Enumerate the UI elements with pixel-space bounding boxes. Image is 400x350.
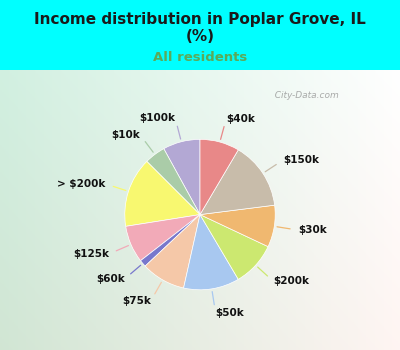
- Wedge shape: [200, 150, 275, 215]
- Text: $75k: $75k: [122, 296, 151, 306]
- Text: $50k: $50k: [216, 308, 244, 318]
- Wedge shape: [125, 161, 200, 226]
- Wedge shape: [200, 205, 275, 247]
- Text: $60k: $60k: [96, 274, 124, 284]
- Text: $30k: $30k: [298, 225, 327, 235]
- Wedge shape: [140, 215, 200, 266]
- Wedge shape: [184, 215, 238, 290]
- Wedge shape: [126, 215, 200, 261]
- Text: > $200k: > $200k: [57, 179, 106, 189]
- Wedge shape: [145, 215, 200, 288]
- Text: Income distribution in Poplar Grove, IL
(%): Income distribution in Poplar Grove, IL …: [34, 12, 366, 44]
- Wedge shape: [200, 139, 238, 215]
- Wedge shape: [200, 215, 268, 279]
- Text: $10k: $10k: [112, 130, 140, 140]
- Text: All residents: All residents: [153, 51, 247, 64]
- Text: $125k: $125k: [73, 249, 109, 259]
- Text: $100k: $100k: [139, 113, 175, 124]
- Text: $40k: $40k: [226, 114, 255, 124]
- Text: $150k: $150k: [283, 155, 319, 165]
- Wedge shape: [164, 139, 200, 215]
- Text: $200k: $200k: [274, 276, 310, 286]
- Text: City-Data.com: City-Data.com: [269, 91, 338, 100]
- Wedge shape: [147, 149, 200, 215]
